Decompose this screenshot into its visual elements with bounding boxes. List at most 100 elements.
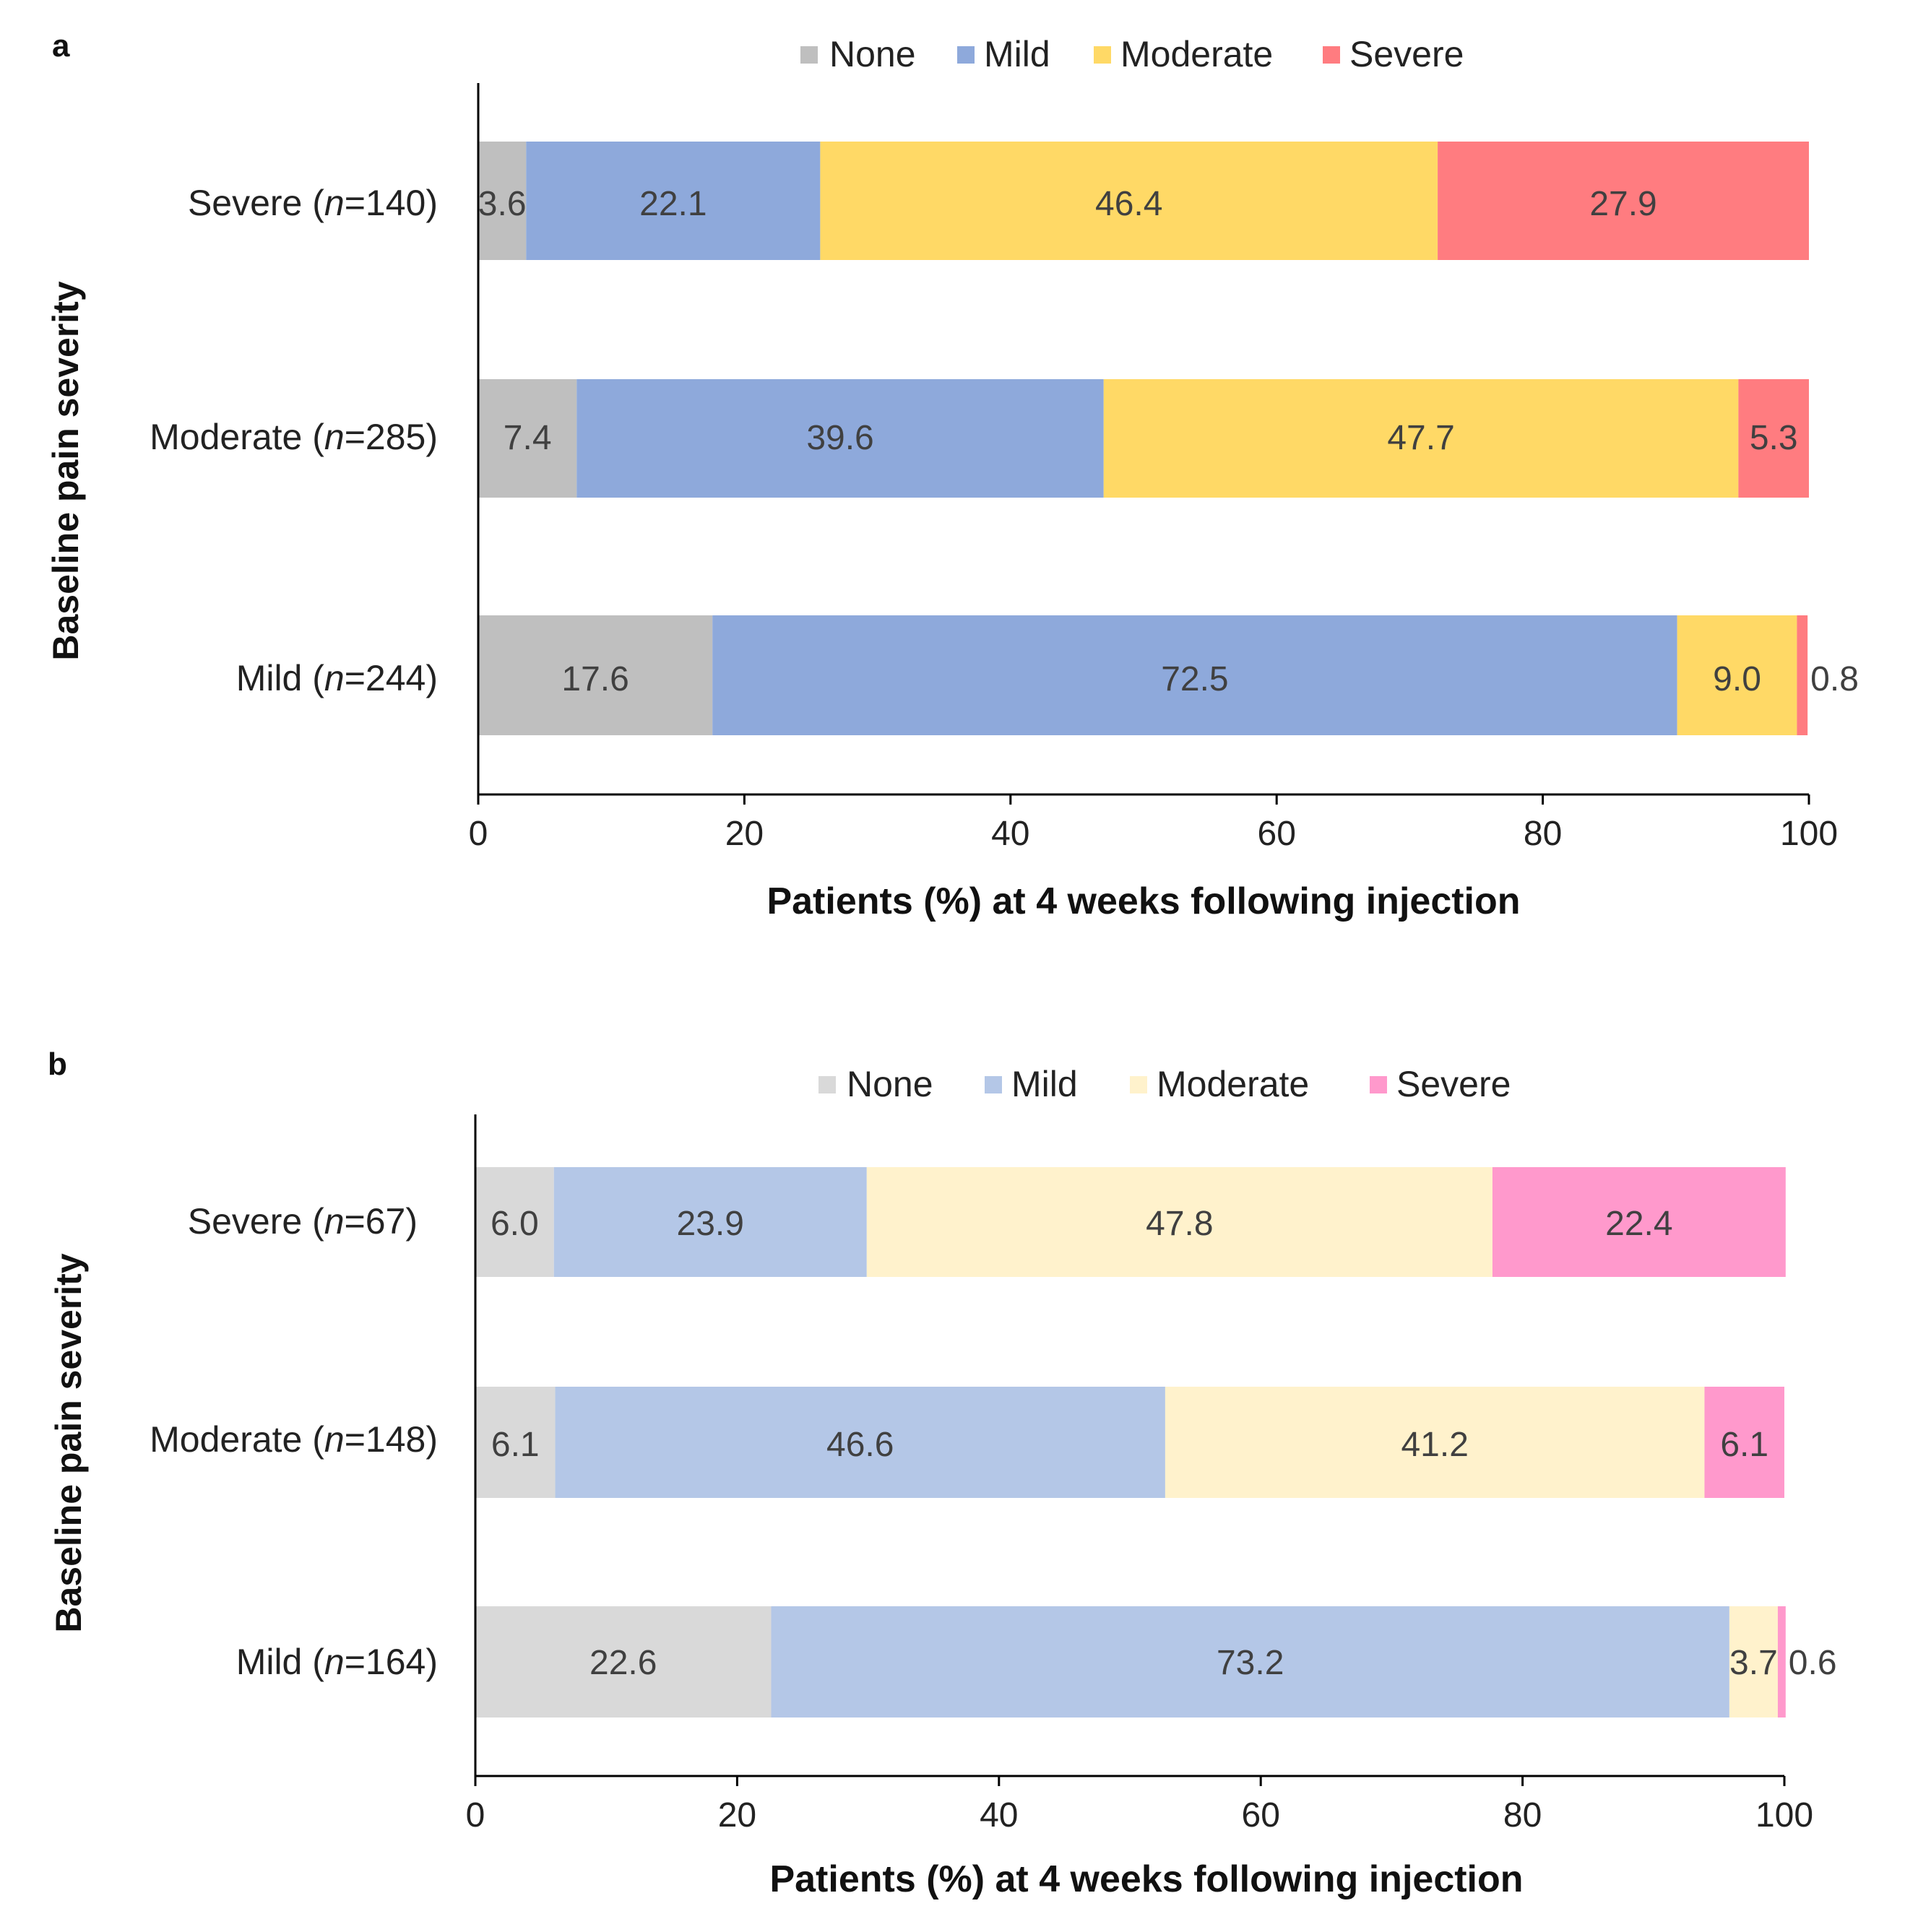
bar-a-severe-none <box>478 142 527 260</box>
data-labels-b: 6.0 23.9 47.8 22.4 6.1 46.6 41.2 6.1 22.… <box>491 1205 1837 1682</box>
bar-b-moderate-none <box>475 1387 556 1498</box>
x-tick-label-a-0: 0 <box>469 815 488 853</box>
x-ticks-b: 0 20 40 60 80 100 <box>466 1776 1813 1834</box>
x-tick-label-b-40: 40 <box>980 1796 1018 1834</box>
data-label-a-mild-severe: 0.8 <box>1810 660 1859 698</box>
legend-label-a-none: None <box>829 34 916 74</box>
data-label-a-mild-moderate: 9.0 <box>1713 660 1761 698</box>
data-label-b-severe-none: 6.0 <box>491 1205 539 1243</box>
bar-a-moderate-moderate <box>1103 379 1739 498</box>
data-label-b-moderate-mild: 46.6 <box>826 1426 894 1464</box>
bars-a <box>478 142 1809 735</box>
bar-a-mild-none <box>478 615 713 735</box>
data-label-a-moderate-severe: 5.3 <box>1750 419 1798 457</box>
data-label-a-severe-moderate: 46.4 <box>1095 185 1162 223</box>
bar-b-mild-mild <box>771 1606 1729 1717</box>
data-label-a-severe-mild: 22.1 <box>639 185 707 223</box>
x-axis-label-b: Patients (%) at 4 weeks following inject… <box>769 1858 1523 1900</box>
legend-swatch-b-moderate <box>1130 1076 1147 1093</box>
legend-label-b-moderate: Moderate <box>1157 1064 1309 1104</box>
data-label-b-mild-none: 22.6 <box>589 1644 657 1682</box>
x-tick-label-a-80: 80 <box>1524 815 1562 853</box>
x-tick-label-b-60: 60 <box>1242 1796 1280 1834</box>
bar-a-moderate-mild <box>576 379 1104 498</box>
bar-b-severe-severe <box>1492 1167 1786 1277</box>
y-axis-label-a: Baseline pain severity <box>46 281 86 660</box>
data-label-a-mild-mild: 72.5 <box>1161 660 1228 698</box>
bar-a-severe-severe <box>1438 142 1809 260</box>
legend-swatch-a-mild <box>957 46 975 64</box>
data-label-a-severe-none: 3.6 <box>478 185 527 223</box>
bar-b-moderate-mild <box>555 1387 1165 1498</box>
x-tick-label-b-20: 20 <box>718 1796 756 1834</box>
x-axis-label-a: Patients (%) at 4 weeks following inject… <box>766 880 1520 922</box>
data-label-b-severe-mild: 23.9 <box>677 1205 744 1243</box>
legend-swatch-a-moderate <box>1094 46 1111 64</box>
x-ticks-a: 0 20 40 60 80 100 <box>469 794 1838 853</box>
category-label-a-moderate: Moderate (n=285) <box>150 417 438 457</box>
data-label-a-severe-severe: 27.9 <box>1589 185 1656 223</box>
data-label-a-moderate-mild: 39.6 <box>806 419 873 457</box>
bar-a-mild-moderate <box>1677 615 1797 735</box>
data-label-b-severe-severe: 22.4 <box>1605 1205 1672 1243</box>
panel-letter-b: b <box>48 1047 67 1082</box>
bar-a-mild-severe <box>1797 615 1808 735</box>
data-labels-a: 3.6 22.1 46.4 27.9 7.4 39.6 47.7 5.3 17.… <box>478 185 1859 698</box>
bar-b-mild-severe <box>1777 1606 1786 1717</box>
legend-label-b-mild: Mild <box>1011 1064 1078 1104</box>
legend-label-b-none: None <box>847 1064 933 1104</box>
data-label-b-mild-mild: 73.2 <box>1217 1644 1284 1682</box>
legend-label-a-moderate: Moderate <box>1120 34 1273 74</box>
category-label-b-severe: Severe (n=67) <box>188 1201 418 1242</box>
panel-letter-a: a <box>52 28 70 64</box>
legend-b: None Mild Moderate Severe <box>818 1064 1511 1104</box>
x-tick-label-a-40: 40 <box>991 815 1029 853</box>
category-label-a-severe: Severe (n=140) <box>188 183 438 223</box>
legend-swatch-b-mild <box>985 1076 1002 1093</box>
legend-label-a-mild: Mild <box>984 34 1050 74</box>
data-label-b-mild-moderate: 3.7 <box>1729 1644 1778 1682</box>
x-tick-label-a-20: 20 <box>725 815 764 853</box>
x-tick-label-a-100: 100 <box>1780 815 1838 853</box>
data-label-a-moderate-none: 7.4 <box>504 419 552 457</box>
data-label-b-mild-severe: 0.6 <box>1789 1644 1837 1682</box>
legend-swatch-b-severe <box>1370 1076 1387 1093</box>
category-labels-a: Severe (n=140) Moderate (n=285) Mild (n=… <box>150 183 438 698</box>
legend-swatch-a-severe <box>1323 46 1340 64</box>
category-label-b-moderate: Moderate (n=148) <box>150 1419 438 1460</box>
x-tick-label-a-60: 60 <box>1258 815 1296 853</box>
bar-a-moderate-severe <box>1738 379 1809 498</box>
legend-label-b-severe: Severe <box>1396 1064 1511 1104</box>
legend-swatch-a-none <box>800 46 818 64</box>
bar-b-severe-none <box>475 1167 554 1277</box>
data-label-b-moderate-severe: 6.1 <box>1720 1426 1768 1464</box>
legend-swatch-b-none <box>818 1076 836 1093</box>
bar-a-moderate-none <box>478 379 577 498</box>
bar-b-moderate-moderate <box>1165 1387 1705 1498</box>
bar-b-severe-moderate <box>866 1167 1493 1277</box>
category-labels-b: Severe (n=67) Moderate (n=148) Mild (n=1… <box>150 1201 438 1682</box>
x-tick-label-b-0: 0 <box>466 1796 485 1834</box>
panel-a: a None Mild Moderate Severe Baseline pai… <box>46 28 1859 922</box>
legend-label-a-severe: Severe <box>1349 34 1464 74</box>
panel-b: b None Mild Moderate Severe Baseline pai… <box>48 1047 1837 1900</box>
legend-a: None Mild Moderate Severe <box>800 34 1464 74</box>
data-label-b-moderate-moderate: 41.2 <box>1401 1426 1468 1464</box>
data-label-a-moderate-moderate: 47.7 <box>1387 419 1454 457</box>
bar-a-severe-mild <box>526 142 821 260</box>
data-label-b-severe-moderate: 47.8 <box>1146 1205 1213 1243</box>
bar-a-severe-moderate <box>820 142 1438 260</box>
category-label-b-mild: Mild (n=164) <box>236 1642 438 1682</box>
x-tick-label-b-80: 80 <box>1503 1796 1542 1834</box>
bar-a-mild-mild <box>712 615 1677 735</box>
bars-b <box>475 1167 1786 1717</box>
bar-b-mild-moderate <box>1729 1606 1778 1717</box>
data-label-a-mild-none: 17.6 <box>561 660 628 698</box>
category-label-a-mild: Mild (n=244) <box>236 658 438 698</box>
data-label-b-moderate-none: 6.1 <box>491 1426 540 1464</box>
bar-b-mild-none <box>475 1606 772 1717</box>
bar-b-severe-mild <box>553 1167 867 1277</box>
y-axis-label-b: Baseline pain severity <box>48 1253 89 1632</box>
bar-b-moderate-severe <box>1704 1387 1784 1498</box>
